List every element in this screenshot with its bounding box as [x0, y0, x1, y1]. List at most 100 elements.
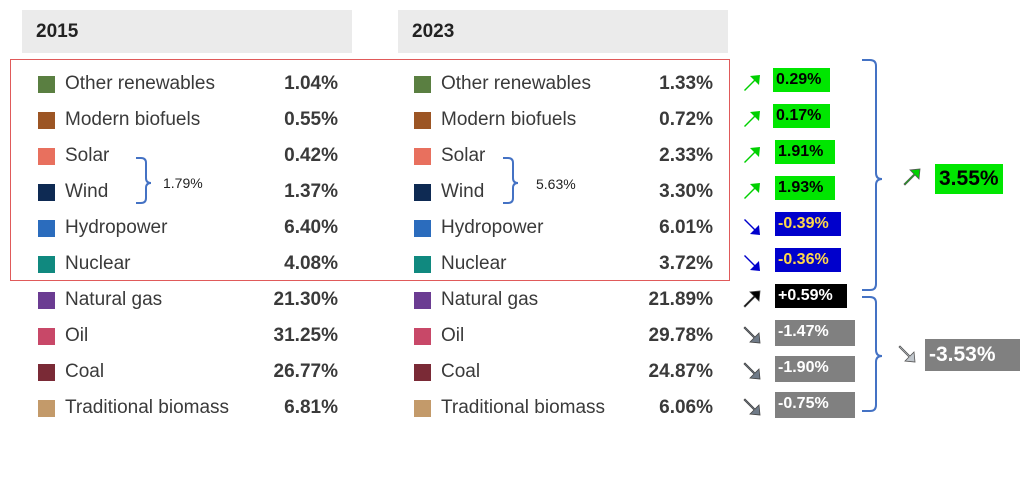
row-label: Coal — [441, 361, 481, 382]
legend-swatch — [38, 256, 55, 273]
legend-swatch — [414, 184, 431, 201]
row-value-2015: 4.08% — [284, 253, 338, 274]
row-value-2023: 0.72% — [659, 109, 713, 130]
change-label-oil: -1.47% — [775, 320, 855, 346]
change-label-coal: -1.90% — [775, 356, 855, 382]
legend-swatch — [38, 400, 55, 417]
row-value-2023: 1.33% — [659, 73, 713, 94]
legend-swatch — [38, 292, 55, 309]
change-label-traditional-biomass: -0.75% — [775, 392, 855, 418]
row-label: Oil — [441, 325, 465, 346]
row-label: Other renewables — [441, 73, 591, 94]
bracket-solar-wind-2023 — [503, 157, 519, 204]
table-row-2023-wind: Wind 3.30% — [0, 174, 1024, 210]
row-value-2023: 6.01% — [659, 217, 713, 238]
table-row-2023-coal: Coal 24.87% — [0, 354, 1024, 390]
low-carbon-frame — [10, 59, 730, 281]
row-label: Solar — [441, 145, 486, 166]
arrow-down-icon-oil — [743, 326, 761, 344]
row-label: Hydropower — [441, 217, 544, 238]
change-label-wind: 1.93% — [775, 176, 835, 200]
row-value-2023: 3.30% — [659, 181, 713, 202]
legend-swatch — [38, 220, 55, 237]
row-value-2015: 26.77% — [273, 361, 338, 382]
row-value-2023: 3.72% — [659, 253, 713, 274]
row-value-2015: 0.42% — [284, 145, 338, 166]
bracket-low-carbon — [862, 59, 883, 291]
legend-swatch — [414, 292, 431, 309]
row-label: Hydropower — [65, 217, 168, 238]
row-value-2023: 2.33% — [659, 145, 713, 166]
row-label: Nuclear — [65, 253, 131, 274]
row-value-2015: 0.55% — [284, 109, 338, 130]
column-header-2015: 2015 — [22, 10, 352, 53]
table-row-2015-solar: Solar 0.42% — [0, 138, 1024, 174]
arrow-down-icon-hydropower — [744, 219, 760, 235]
table-row-2023-natural-gas: Natural gas 21.89% — [0, 282, 1024, 318]
table-row-2015-coal: Coal 26.77% — [0, 354, 1024, 390]
row-value-2015: 21.30% — [273, 289, 338, 310]
table-row-2023-solar: Solar 2.33% — [0, 138, 1024, 174]
row-label: Oil — [65, 325, 89, 346]
row-label: Natural gas — [65, 289, 163, 310]
table-row-2023-hydropower: Hydropower 6.01% — [0, 210, 1024, 246]
total-low-carbon: 3.55% — [935, 164, 1003, 194]
row-value-2015: 1.37% — [284, 181, 338, 202]
table-row-2015-nuclear: Nuclear 4.08% — [0, 246, 1024, 282]
total-fossil: -3.53% — [925, 339, 1020, 371]
table-row-2023-traditional-biomass: Traditional biomass 6.06% — [0, 390, 1024, 426]
table-row-2023-oil: Oil 29.78% — [0, 318, 1024, 354]
row-value-2023: 29.78% — [648, 325, 713, 346]
legend-swatch — [414, 400, 431, 417]
row-value-2015: 6.40% — [284, 217, 338, 238]
legend-swatch — [414, 112, 431, 129]
row-label: Modern biofuels — [65, 109, 201, 130]
table-row-2015-traditional-biomass: Traditional biomass 6.81% — [0, 390, 1024, 426]
row-value-2023: 24.87% — [648, 361, 713, 382]
row-label: Traditional biomass — [65, 397, 230, 418]
legend-swatch — [38, 184, 55, 201]
legend-swatch — [38, 364, 55, 381]
table-row-2015-natural-gas: Natural gas 21.30% — [0, 282, 1024, 318]
change-label-solar: 1.91% — [775, 140, 835, 164]
change-label-nuclear: -0.36% — [775, 248, 841, 272]
legend-swatch — [414, 328, 431, 345]
row-label: Natural gas — [441, 289, 539, 310]
legend-swatch — [38, 76, 55, 93]
change-label-hydropower: -0.39% — [775, 212, 841, 236]
bracket-fossil — [862, 296, 883, 412]
table-row-2015-wind: Wind 1.37% — [0, 174, 1024, 210]
total-up-arrow-icon — [903, 168, 921, 186]
row-label: Traditional biomass — [441, 397, 606, 418]
arrow-up-icon-modern-biofuels — [744, 111, 760, 127]
table-row-2023-modern-biofuels: Modern biofuels 0.72% — [0, 102, 1024, 138]
arrow-down-icon-traditional-biomass — [743, 398, 761, 416]
change-label-other-renewables: 0.29% — [773, 68, 830, 92]
table-row-2023-other-renewables: Other renewables 1.33% — [0, 66, 1024, 102]
row-label: Coal — [65, 361, 105, 382]
table-row-2015-hydropower: Hydropower 6.40% — [0, 210, 1024, 246]
change-label-modern-biofuels: 0.17% — [773, 104, 830, 128]
row-label: Solar — [65, 145, 110, 166]
legend-swatch — [414, 148, 431, 165]
arrow-down-icon-coal — [743, 362, 761, 380]
row-label: Wind — [441, 181, 485, 202]
solar-wind-sum-2023: 5.63% — [536, 176, 576, 192]
arrow-up-icon-other-renewables — [744, 75, 760, 91]
row-label: Nuclear — [441, 253, 507, 274]
row-value-2023: 6.06% — [659, 397, 713, 418]
row-value-2015: 6.81% — [284, 397, 338, 418]
column-header-2023: 2023 — [398, 10, 728, 53]
legend-swatch — [414, 256, 431, 273]
arrow-down-icon-nuclear — [744, 255, 760, 271]
bracket-solar-wind-2015 — [136, 157, 152, 204]
row-value-2015: 1.04% — [284, 73, 338, 94]
legend-swatch — [38, 328, 55, 345]
legend-swatch — [414, 76, 431, 93]
table-row-2015-other-renewables: Other renewables 1.04% — [0, 66, 1024, 102]
legend-swatch — [38, 112, 55, 129]
row-value-2015: 31.25% — [273, 325, 338, 346]
arrow-up-icon-natural-gas — [743, 290, 761, 308]
table-row-2023-nuclear: Nuclear 3.72% — [0, 246, 1024, 282]
